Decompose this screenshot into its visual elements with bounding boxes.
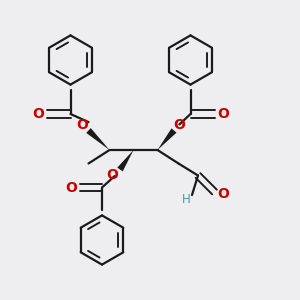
Text: O: O: [217, 107, 229, 121]
Text: O: O: [32, 107, 44, 121]
Text: O: O: [106, 168, 119, 182]
Text: H: H: [182, 193, 191, 206]
Text: O: O: [217, 187, 229, 200]
Text: O: O: [173, 118, 185, 132]
Polygon shape: [117, 150, 134, 171]
Polygon shape: [86, 128, 110, 150]
Polygon shape: [158, 128, 176, 150]
Text: O: O: [65, 181, 77, 194]
Text: O: O: [76, 118, 88, 132]
